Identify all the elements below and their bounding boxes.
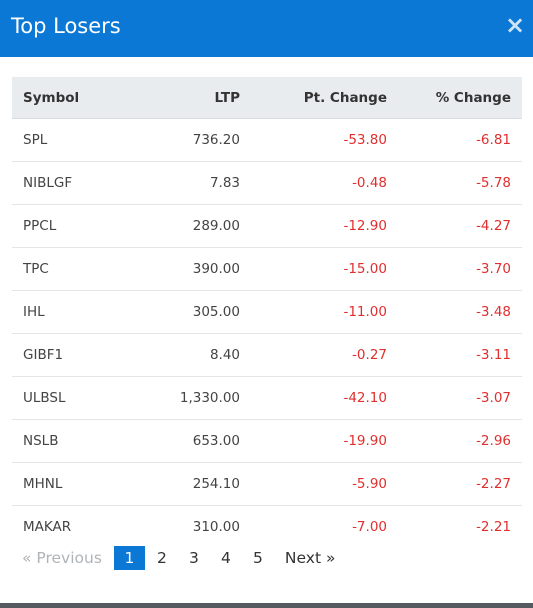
table-row[interactable]: SPL 736.20 -53.80 -6.81 (12, 118, 522, 162)
ltp-cell: 8.40 (133, 333, 240, 377)
symbol-cell[interactable]: MHNL (12, 462, 133, 506)
previous-page-link[interactable]: « Previous (22, 549, 102, 567)
ltp-cell: 390.00 (133, 247, 240, 291)
next-page-link[interactable]: Next » (284, 549, 336, 567)
table-row[interactable]: MHNL 254.10 -5.90 -2.27 (12, 462, 522, 506)
pagination: « Previous 1 2 3 4 5 Next » (22, 545, 335, 571)
ltp-cell: 289.00 (133, 204, 240, 248)
ltp-cell: 1,330.00 (133, 376, 240, 420)
page-link-3[interactable]: 3 (188, 549, 199, 567)
column-header-ltp[interactable]: LTP (133, 77, 240, 119)
symbol-cell[interactable]: NSLB (12, 419, 133, 463)
table-header-row: Symbol LTP Pt. Change % Change (12, 77, 522, 119)
pct-change-cell: -2.96 (387, 419, 522, 463)
table-row[interactable]: GIBF1 8.40 -0.27 -3.11 (12, 333, 522, 377)
pct-change-cell: -3.07 (387, 376, 522, 420)
symbol-cell[interactable]: TPC (12, 247, 133, 291)
ltp-cell: 310.00 (192, 519, 240, 535)
pt-change-cell: -19.90 (240, 419, 387, 463)
page-link-1[interactable]: 1 (113, 546, 145, 570)
modal-header: Top Losers × (0, 0, 533, 57)
page-link-4[interactable]: 4 (220, 549, 231, 567)
ltp-cell: 305.00 (133, 290, 240, 334)
pt-change-cell: -7.00 (352, 519, 387, 535)
pt-change-cell: -53.80 (240, 118, 387, 162)
table-row[interactable]: NSLB 653.00 -19.90 -2.96 (12, 419, 522, 463)
column-header-pct-change[interactable]: % Change (387, 77, 522, 119)
modal-title: Top Losers (11, 14, 121, 38)
symbol-cell[interactable]: ULBSL (12, 376, 133, 420)
symbol-cell[interactable]: PPCL (12, 204, 133, 248)
pct-change-cell: -3.11 (387, 333, 522, 377)
table-row[interactable]: TPC 390.00 -15.00 -3.70 (12, 247, 522, 291)
pt-change-cell: -0.27 (240, 333, 387, 377)
ltp-cell: 736.20 (133, 118, 240, 162)
pct-change-cell: -3.48 (387, 290, 522, 334)
pct-change-cell: -3.70 (387, 247, 522, 291)
column-header-symbol[interactable]: Symbol (12, 77, 133, 119)
close-icon[interactable]: × (504, 11, 526, 39)
pt-change-cell: -12.90 (240, 204, 387, 248)
column-header-pt-change[interactable]: Pt. Change (240, 77, 387, 119)
ltp-cell: 653.00 (133, 419, 240, 463)
table-row[interactable]: PPCL 289.00 -12.90 -4.27 (12, 204, 522, 248)
symbol-cell[interactable]: SPL (12, 118, 133, 162)
table-row[interactable]: NIBLGF 7.83 -0.48 -5.78 (12, 161, 522, 205)
pct-change-cell: -6.81 (387, 118, 522, 162)
pt-change-cell: -11.00 (240, 290, 387, 334)
table-row[interactable]: IHL 305.00 -11.00 -3.48 (12, 290, 522, 334)
page-link-5[interactable]: 5 (252, 549, 263, 567)
ltp-cell: 7.83 (133, 161, 240, 205)
footer-strip (0, 603, 533, 608)
symbol-cell[interactable]: MAKAR (23, 519, 72, 535)
pt-change-cell: -0.48 (240, 161, 387, 205)
pt-change-cell: -5.90 (240, 462, 387, 506)
pct-change-cell: -5.78 (387, 161, 522, 205)
pt-change-cell: -42.10 (240, 376, 387, 420)
symbol-cell[interactable]: GIBF1 (12, 333, 133, 377)
pct-change-cell: -4.27 (387, 204, 522, 248)
losers-table: Symbol LTP Pt. Change % Change SPL 736.20… (12, 77, 522, 548)
symbol-cell[interactable]: NIBLGF (12, 161, 133, 205)
page-link-2[interactable]: 2 (156, 549, 167, 567)
table-row[interactable]: ULBSL 1,330.00 -42.10 -3.07 (12, 376, 522, 420)
table-row[interactable]: MAKAR 310.00 -7.00 -2.21 (12, 506, 522, 549)
pct-change-cell: -2.21 (476, 519, 511, 535)
pct-change-cell: -2.27 (387, 462, 522, 506)
symbol-cell[interactable]: IHL (12, 290, 133, 334)
pt-change-cell: -15.00 (240, 247, 387, 291)
ltp-cell: 254.10 (133, 462, 240, 506)
